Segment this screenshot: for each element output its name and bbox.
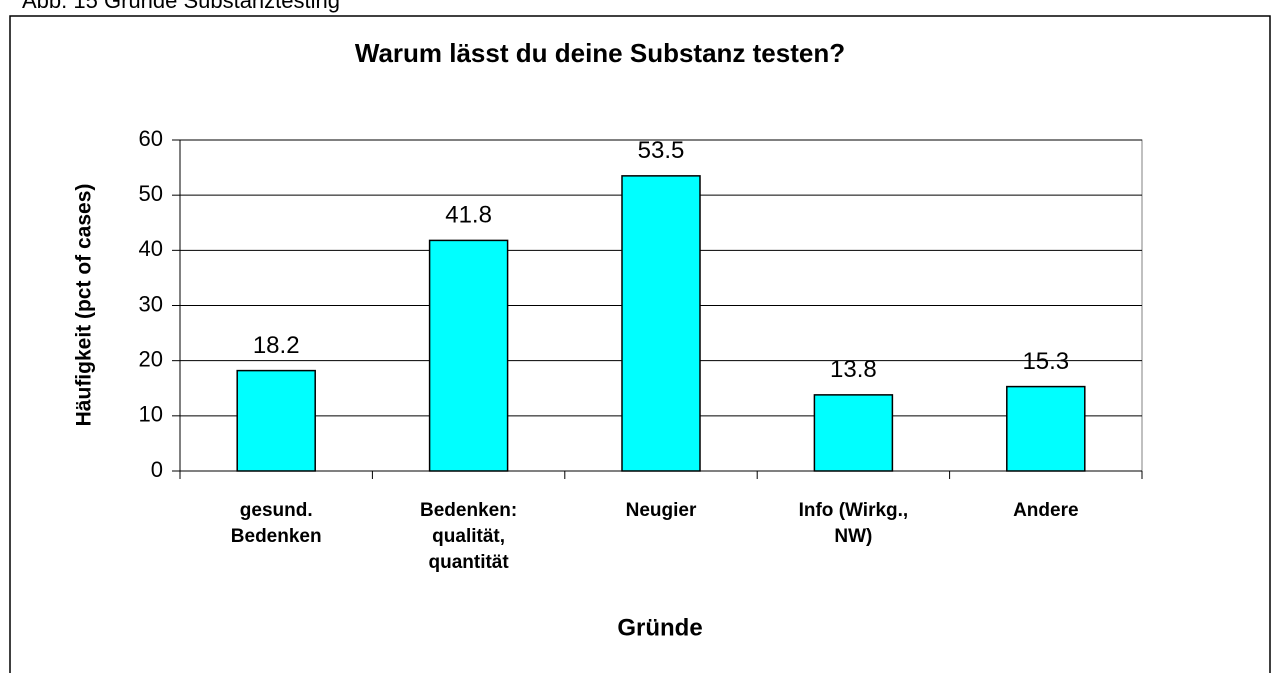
bar: [236, 369, 316, 472]
bar: [621, 175, 701, 472]
data-label: 41.8: [445, 202, 492, 229]
data-label: 13.8: [830, 356, 877, 383]
bar: [813, 394, 894, 472]
bar: [1006, 385, 1086, 472]
x-tick-label: Andere: [1013, 500, 1079, 521]
y-tick-label: 60: [139, 126, 163, 151]
y-axis-title: Häufigkeit (pct of cases): [73, 184, 96, 427]
x-axis-title: Gründe: [617, 614, 702, 641]
y-tick-label: 0: [151, 457, 163, 482]
y-tick-label: 30: [139, 291, 163, 316]
y-tick-label: 50: [139, 181, 163, 206]
data-label: 53.5: [638, 137, 685, 164]
x-tick-label: Info (Wirkg., NW): [798, 500, 909, 547]
y-tick-label: 20: [139, 346, 163, 371]
y-tick-label: 40: [139, 236, 163, 261]
data-label: 18.2: [253, 332, 300, 359]
frame: [9, 15, 1271, 673]
x-tick-label: gesund. Bedenken: [230, 500, 322, 547]
caption: Abb. 15 Gründe Substanztesting: [22, 0, 340, 13]
x-tick-label: Neugier: [625, 500, 697, 521]
x-tick-label: Bedenken: qualität, quantität: [420, 500, 518, 573]
bar: [428, 239, 509, 472]
chart-title: Warum lässt du deine Substanz testen?: [355, 38, 845, 68]
data-label: 15.3: [1022, 348, 1069, 375]
y-tick-label: 10: [139, 402, 163, 427]
